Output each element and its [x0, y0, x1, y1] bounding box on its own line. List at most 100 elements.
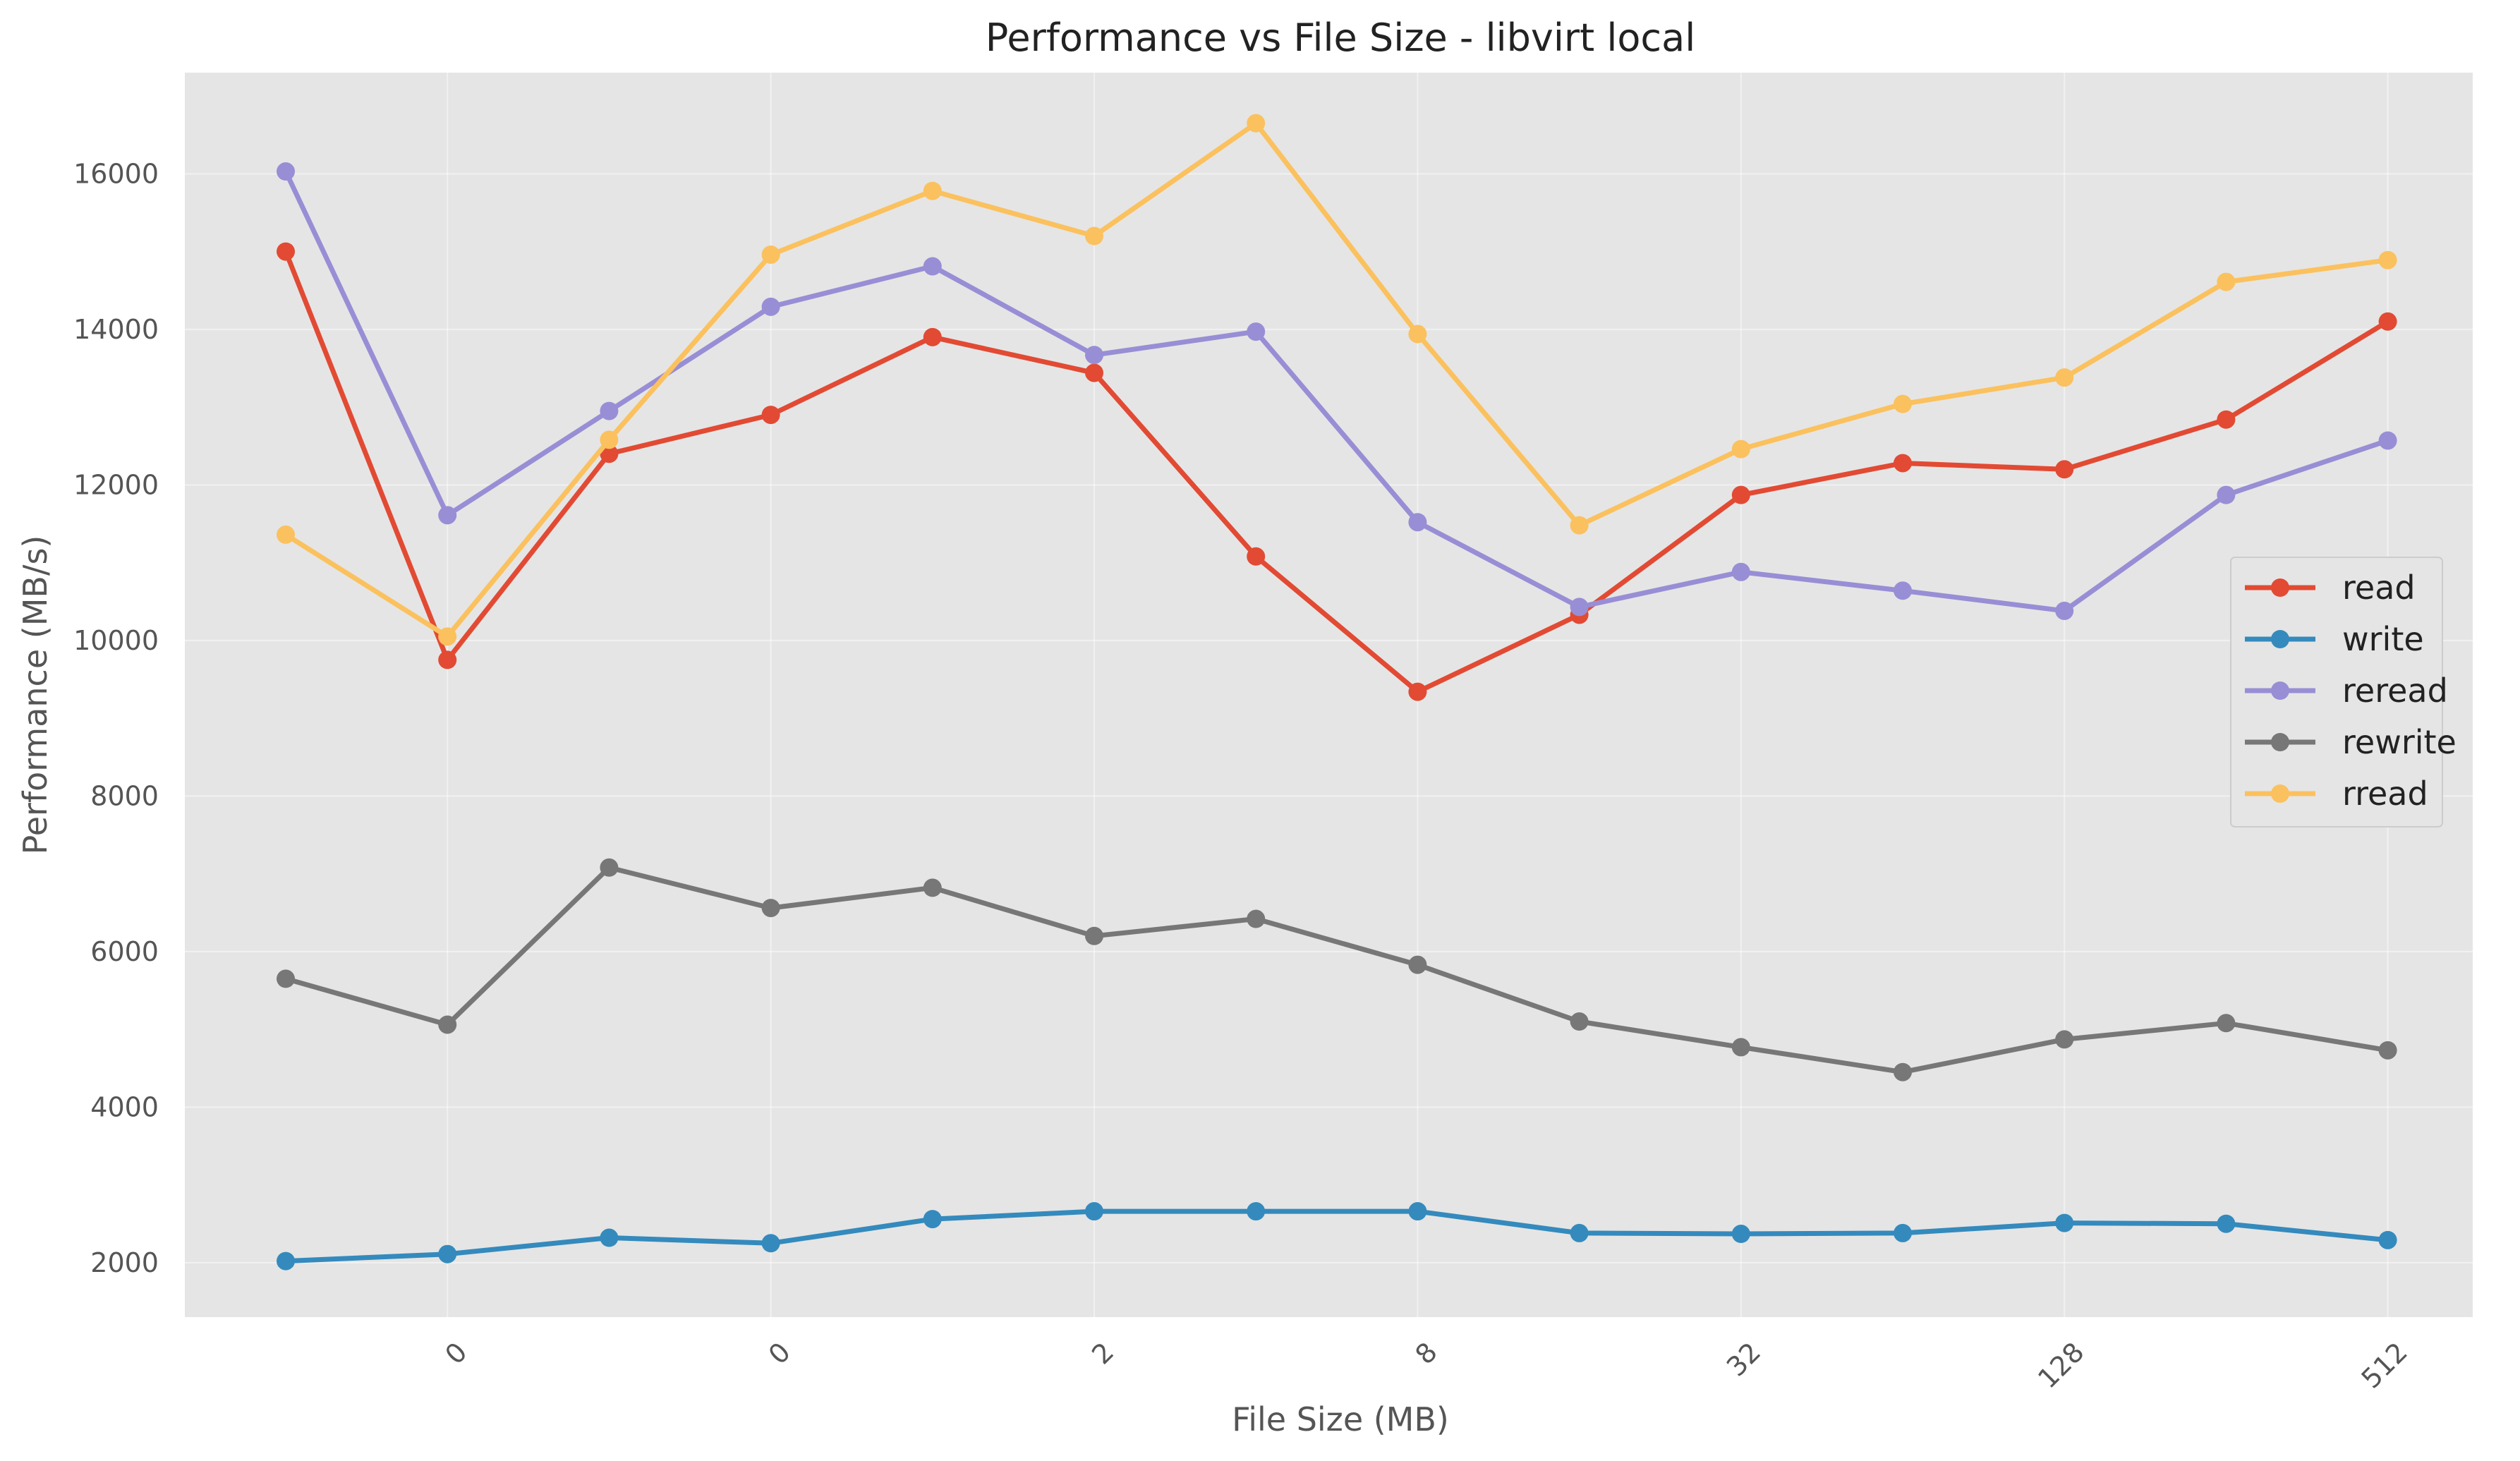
data-point-write [1570, 1223, 1589, 1242]
y-tick-label: 14000 [73, 314, 159, 345]
data-point-rewrite [600, 858, 619, 877]
data-point-read [2055, 460, 2074, 479]
legend: read write reread rewrite rread [2230, 557, 2457, 828]
data-point-rread [2217, 272, 2236, 291]
data-point-rread [1408, 325, 1427, 344]
legend-marker-read [2271, 578, 2289, 597]
data-point-reread [1085, 346, 1103, 365]
data-point-rread [923, 181, 942, 200]
data-point-rread [2378, 250, 2397, 269]
legend-marker-rewrite [2271, 733, 2289, 751]
data-point-write [2055, 1213, 2074, 1232]
data-point-write [2378, 1230, 2397, 1249]
data-point-reread [2055, 601, 2074, 620]
data-point-rewrite [2055, 1030, 2074, 1049]
data-point-reread [2378, 431, 2397, 450]
chart-title: Performance vs File Size - libvirt local [986, 16, 1695, 60]
data-point-rewrite [1247, 909, 1266, 928]
data-point-read [1894, 454, 1912, 473]
x-axis-label: File Size (MB) [1232, 1400, 1449, 1438]
plot-background [185, 73, 2473, 1317]
legend-item-rread: rread [2245, 775, 2428, 813]
data-point-write [2217, 1214, 2236, 1233]
series-line-rewrite [283, 865, 2391, 1075]
axis-ticks: 2000 4000 6000 8000 10000 12000 14000 16000 0 0 2 8… [73, 158, 2413, 1394]
data-point-write [1894, 1223, 1912, 1242]
x-tick-label: 512 [2356, 1336, 2413, 1394]
data-point-rewrite [277, 969, 295, 988]
data-point-write [1408, 1202, 1427, 1221]
series-reread [277, 162, 2397, 620]
data-point-read [2378, 312, 2397, 331]
y-tick-label: 8000 [90, 780, 159, 811]
data-point-rewrite [1085, 926, 1103, 945]
y-tick-label: 10000 [73, 625, 159, 656]
data-point-read [2217, 410, 2236, 429]
data-point-rread [1085, 226, 1103, 245]
data-point-rewrite [761, 899, 780, 918]
y-tick-label: 12000 [73, 469, 159, 500]
data-point-reread [2217, 485, 2236, 504]
legend-marker-rread [2271, 784, 2289, 803]
series-line-rread [283, 121, 2391, 639]
data-point-rread [438, 627, 457, 646]
legend-label-rewrite: rewrite [2342, 723, 2457, 761]
data-point-rewrite [1408, 955, 1427, 974]
x-tick-label: 2 [1086, 1336, 1120, 1370]
data-point-read [1085, 363, 1103, 382]
data-point-rread [761, 245, 780, 264]
x-tick-label: 0 [763, 1336, 796, 1370]
legend-label-read: read [2342, 569, 2416, 607]
y-tick-label: 4000 [90, 1091, 159, 1122]
legend-box [2230, 557, 2443, 828]
data-point-reread [761, 297, 780, 316]
series-rread [277, 114, 2397, 646]
data-point-rread [1731, 439, 1750, 459]
data-point-read [761, 406, 780, 425]
data-point-reread [438, 506, 457, 525]
data-point-write [600, 1228, 619, 1247]
data-point-write [277, 1251, 295, 1271]
data-point-rread [2055, 368, 2074, 387]
data-point-reread [923, 257, 942, 276]
data-point-reread [600, 401, 619, 420]
data-point-rewrite [1570, 1012, 1589, 1031]
legend-marker-write [2271, 630, 2289, 648]
legend-item-rewrite: rewrite [2245, 723, 2457, 761]
legend-item-reread: reread [2245, 672, 2448, 710]
data-point-write [1731, 1225, 1750, 1244]
data-point-rewrite [1731, 1038, 1750, 1057]
data-point-write [438, 1244, 457, 1263]
series-write [277, 1202, 2397, 1271]
data-point-reread [1731, 562, 1750, 581]
legend-label-reread: reread [2342, 672, 2448, 710]
grid-lines [185, 73, 2473, 1317]
data-point-reread [277, 162, 295, 181]
data-point-write [923, 1210, 942, 1229]
legend-item-read: read [2245, 569, 2416, 607]
data-point-rewrite [1894, 1062, 1912, 1081]
y-tick-label: 16000 [73, 158, 159, 189]
data-point-rread [1894, 394, 1912, 413]
data-point-rewrite [2217, 1014, 2236, 1033]
data-point-write [1085, 1202, 1103, 1221]
y-tick-label: 2000 [90, 1247, 159, 1278]
series-rewrite [277, 858, 2397, 1081]
data-point-read [923, 327, 942, 346]
data-point-write [761, 1234, 780, 1253]
data-point-reread [1247, 322, 1266, 341]
data-point-reread [1408, 513, 1427, 532]
x-tick-label: 8 [1410, 1336, 1443, 1370]
y-tick-label: 6000 [90, 936, 159, 967]
data-point-reread [1570, 598, 1589, 617]
data-point-read [1731, 485, 1750, 504]
data-point-rewrite [438, 1015, 457, 1034]
data-point-rewrite [923, 878, 942, 897]
series-line-write [283, 1208, 2391, 1264]
data-point-read [1247, 547, 1266, 566]
x-tick-label: 0 [439, 1336, 473, 1370]
y-axis-label: Performance (MB/s) [16, 535, 54, 855]
data-point-rewrite [2378, 1041, 2397, 1060]
data-point-read [438, 650, 457, 669]
